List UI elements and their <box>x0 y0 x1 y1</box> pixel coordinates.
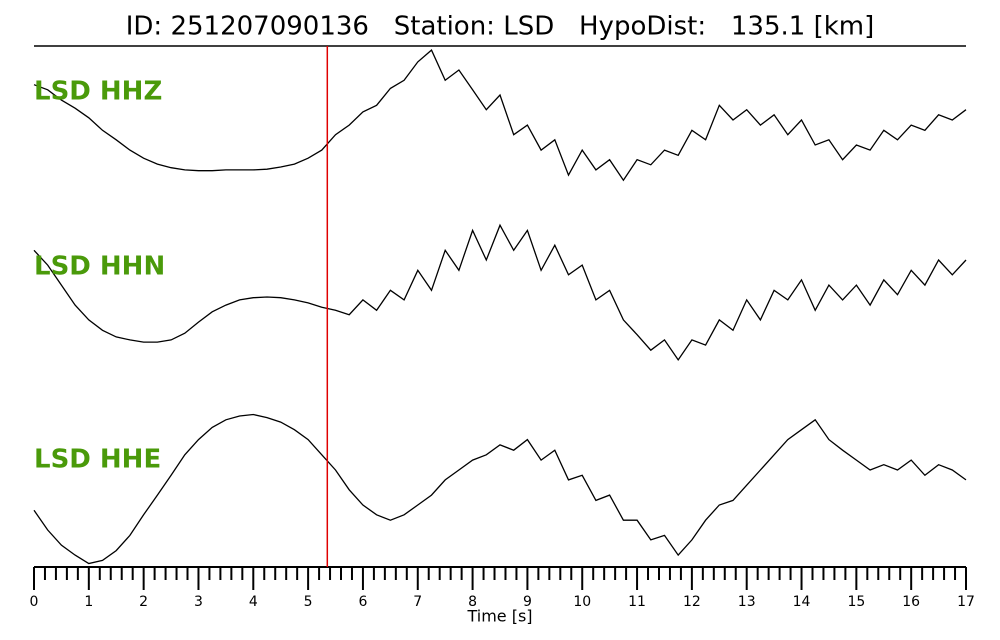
x-tick-label: 17 <box>957 594 975 610</box>
trace-label: LSD HHZ <box>34 77 162 107</box>
x-tick-label: 15 <box>847 594 865 610</box>
x-tick-label: 6 <box>358 594 367 610</box>
x-tick-label: 13 <box>738 594 756 610</box>
x-tick-label: 7 <box>413 594 422 610</box>
trace <box>33 223 967 362</box>
trace-label: LSD HHN <box>34 252 165 282</box>
trace <box>33 413 967 565</box>
x-tick-label: 5 <box>304 594 313 610</box>
x-tick-label: 4 <box>249 594 258 610</box>
x-tick-label: 0 <box>30 594 39 610</box>
x-tick-label: 11 <box>628 594 646 610</box>
x-tick-label: 3 <box>194 594 203 610</box>
x-tick-label: 1 <box>84 594 93 610</box>
x-tick-label: 10 <box>573 594 591 610</box>
trace-label: LSD HHE <box>34 445 161 475</box>
chart-title: ID: 251207090136 Station: LSD HypoDist: … <box>126 12 875 42</box>
x-tick-label: 12 <box>683 594 701 610</box>
trace <box>33 49 967 182</box>
x-tick-label: 2 <box>139 594 148 610</box>
x-tick-label: 8 <box>468 594 477 610</box>
x-tick-label: 16 <box>902 594 920 610</box>
x-axis-label: Time [s] <box>466 607 532 626</box>
x-tick-label: 9 <box>523 594 532 610</box>
x-tick-label: 14 <box>793 594 811 610</box>
